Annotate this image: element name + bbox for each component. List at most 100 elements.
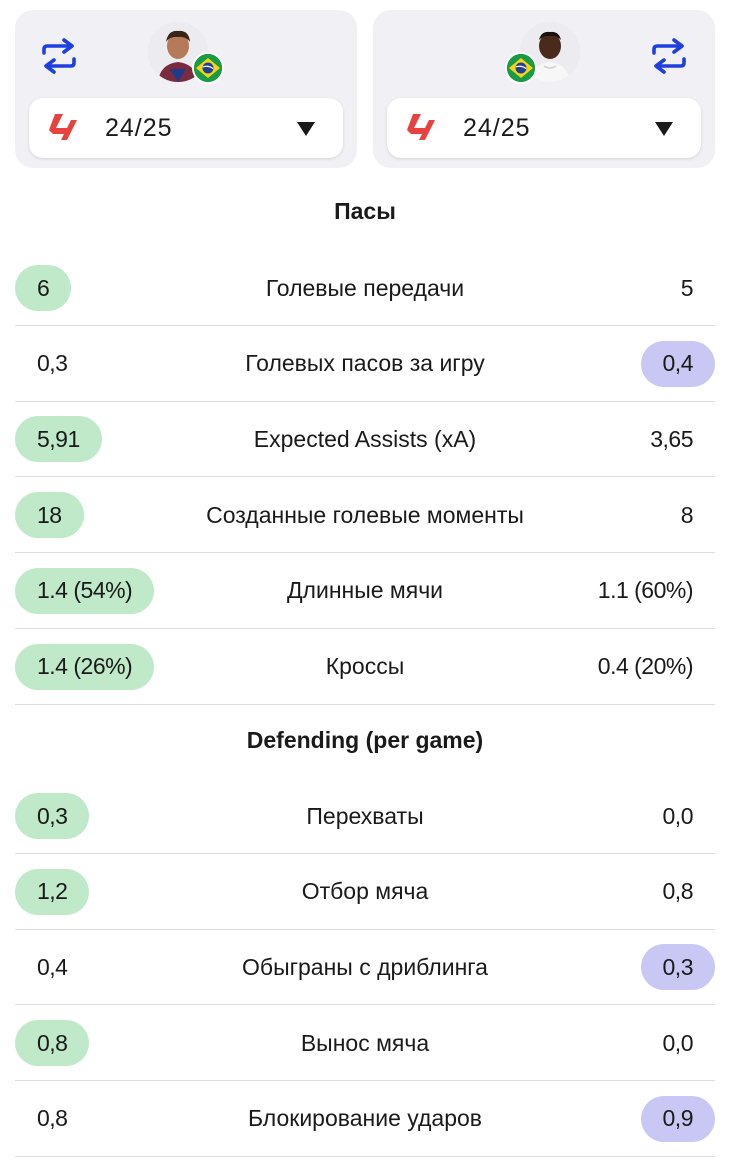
row-divider bbox=[15, 1004, 715, 1006]
stat-value-left-cell: 18 bbox=[15, 477, 84, 553]
row-divider bbox=[15, 853, 715, 854]
row-divider bbox=[15, 928, 715, 930]
stat-value-left: 6 bbox=[15, 265, 72, 311]
player-card-right: 24/25 bbox=[373, 10, 715, 168]
stat-value-left-cell: 1.4 (54%) bbox=[15, 553, 155, 629]
row-divider bbox=[15, 1080, 715, 1082]
brazil-flag-icon bbox=[505, 52, 537, 84]
season-label: 24/25 bbox=[463, 113, 531, 142]
stat-value-right: 0,0 bbox=[662, 1029, 694, 1056]
stat-label-cell: Голевые передачи bbox=[145, 250, 585, 326]
stat-label-cell: Expected Assists (xA) bbox=[145, 401, 585, 477]
dropdown-caret-icon[interactable] bbox=[297, 122, 315, 136]
stat-value-left: 1,2 bbox=[15, 868, 90, 915]
row-divider bbox=[15, 400, 715, 402]
brazil-flag-icon bbox=[192, 52, 224, 84]
stat-label-cell: Созданные голевые моменты bbox=[145, 477, 585, 553]
stat-row: 0,3 Голевых пасов за игру 0,4 bbox=[15, 326, 715, 402]
stat-value-left: 1.4 (54%) bbox=[15, 567, 155, 614]
stat-value-left-cell: 0,3 bbox=[15, 326, 89, 402]
stat-value-left: 0,8 bbox=[15, 1020, 90, 1067]
stat-row: 0,8 Вынос мяча 0,0 bbox=[15, 1005, 715, 1082]
row-divider bbox=[15, 1155, 715, 1157]
swap-arrows-icon[interactable] bbox=[649, 36, 689, 76]
stat-value-right-cell: 0.4 (20%) bbox=[576, 629, 715, 705]
stat-value-right-cell: 5 bbox=[659, 250, 715, 326]
stat-label: Кроссы bbox=[325, 653, 405, 679]
season-selector-right[interactable]: 24/25 bbox=[387, 98, 701, 158]
stat-row: 6 Голевые передачи 5 bbox=[15, 250, 715, 326]
row-divider bbox=[15, 703, 715, 705]
row-divider bbox=[15, 476, 715, 478]
stat-row: 5,91 Expected Assists (xA) 3,65 bbox=[15, 401, 715, 478]
stat-label-cell: Длинные мячи bbox=[145, 553, 585, 629]
stat-value-left-cell: 1,2 bbox=[15, 854, 90, 930]
player-card-left: 24/25 bbox=[15, 10, 357, 168]
stat-value-right-cell: 3,65 bbox=[628, 401, 715, 477]
stat-value-right: 0.4 (20%) bbox=[597, 653, 694, 679]
stat-row: 0,3 Перехваты 0,0 bbox=[15, 778, 715, 854]
stat-label: Вынос мяча bbox=[300, 1029, 430, 1056]
stat-value-right: 0,4 bbox=[640, 340, 715, 387]
stat-value-right: 0,0 bbox=[662, 802, 694, 829]
stat-value-right: 0,8 bbox=[662, 878, 694, 905]
stat-value-left: 18 bbox=[15, 492, 84, 539]
laliga-logo-icon bbox=[403, 112, 435, 144]
stat-row: 1.4 (26%) Кроссы 0.4 (20%) bbox=[15, 629, 715, 705]
stat-label-cell: Перехваты bbox=[145, 778, 585, 854]
stat-label-cell: Кроссы bbox=[145, 629, 585, 705]
stat-value-left-cell: 0,4 bbox=[15, 929, 89, 1005]
season-selector-left[interactable]: 24/25 bbox=[29, 98, 343, 158]
stat-label: Отбор мяча bbox=[301, 878, 429, 905]
stat-value-right: 3,65 bbox=[650, 425, 693, 452]
swap-arrows-icon[interactable] bbox=[39, 36, 79, 76]
row-divider bbox=[15, 627, 715, 629]
stat-value-right-cell: 1.1 (60%) bbox=[576, 553, 715, 629]
stat-value-left-cell: 0,8 bbox=[15, 1081, 89, 1157]
stat-value-left: 0,3 bbox=[37, 350, 68, 377]
laliga-logo-icon bbox=[45, 112, 77, 144]
stat-row: 0,8 Блокирование ударов 0,9 bbox=[15, 1081, 715, 1157]
stat-value-right-cell: 0,4 bbox=[640, 326, 715, 402]
stat-label: Голевые передачи bbox=[265, 274, 465, 301]
row-divider bbox=[15, 325, 715, 326]
stat-value-right: 8 bbox=[680, 501, 694, 528]
stat-label: Длинные мячи bbox=[286, 577, 444, 604]
season-label: 24/25 bbox=[105, 113, 173, 142]
stat-value-right-cell: 0,0 bbox=[641, 1005, 715, 1081]
stat-row: 18 Созданные голевые моменты 8 bbox=[15, 477, 715, 554]
stat-value-left-cell: 0,8 bbox=[15, 1005, 90, 1081]
stat-label: Голевых пасов за игру bbox=[245, 350, 485, 377]
section-title-passing: Пасы bbox=[334, 198, 396, 224]
stat-value-right-cell: 0,9 bbox=[640, 1081, 715, 1157]
player-avatar-left[interactable] bbox=[148, 22, 208, 82]
stat-label: Блокирование ударов bbox=[247, 1105, 483, 1132]
stat-label-cell: Голевых пасов за игру bbox=[145, 326, 585, 402]
stat-label: Перехваты bbox=[306, 802, 424, 829]
stat-value-left-cell: 0,3 bbox=[15, 778, 90, 854]
stat-value-right-cell: 0,8 bbox=[641, 854, 715, 930]
stat-label-cell: Обыграны с дриблинга bbox=[145, 929, 585, 1005]
stat-value-right: 1.1 (60%) bbox=[597, 577, 694, 604]
stat-value-left: 1.4 (26%) bbox=[15, 643, 155, 690]
stat-value-left: 0,3 bbox=[15, 793, 90, 839]
stat-row: 1.4 (54%) Длинные мячи 1.1 (60%) bbox=[15, 553, 715, 629]
stat-value-left: 0,8 bbox=[37, 1105, 68, 1132]
stat-label-cell: Отбор мяча bbox=[145, 854, 585, 930]
stat-value-left-cell: 6 bbox=[15, 250, 72, 326]
stat-value-right-cell: 8 bbox=[659, 477, 715, 553]
stat-label: Обыграны с дриблинга bbox=[242, 953, 488, 980]
stat-value-right-cell: 0,0 bbox=[641, 778, 715, 854]
stat-label-cell: Блокирование ударов bbox=[145, 1081, 585, 1157]
row-divider bbox=[15, 552, 715, 554]
stat-value-right-cell: 0,3 bbox=[640, 929, 715, 1005]
stat-value-right: 5 bbox=[680, 274, 694, 301]
dropdown-caret-icon[interactable] bbox=[655, 122, 673, 136]
stat-label: Созданные голевые моменты bbox=[206, 501, 524, 528]
stat-row: 1,2 Отбор мяча 0,8 bbox=[15, 854, 715, 930]
stat-row: 0,4 Обыграны с дриблинга 0,3 bbox=[15, 929, 715, 1006]
stat-label: Expected Assists (xA) bbox=[253, 425, 477, 452]
player-compare-header: 24/25 bbox=[0, 0, 730, 188]
section-title-defending: Defending (per game) bbox=[246, 727, 484, 753]
stat-value-left-cell: 1.4 (26%) bbox=[15, 629, 155, 705]
